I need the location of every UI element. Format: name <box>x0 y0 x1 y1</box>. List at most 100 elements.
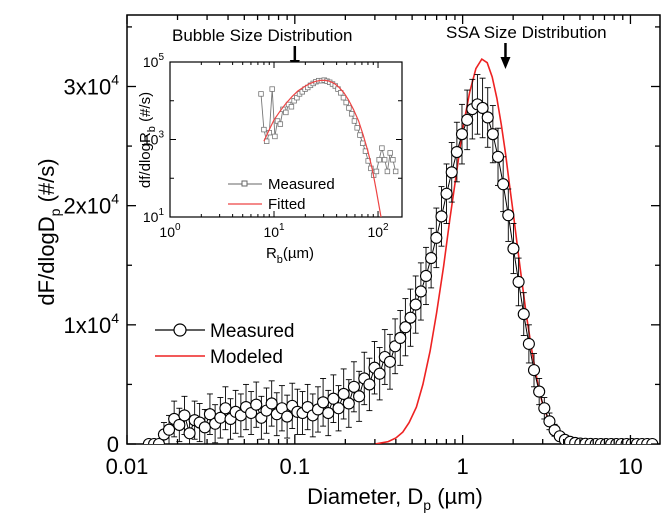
measured-point <box>533 385 546 398</box>
inset-legend-measured-marker <box>241 180 248 187</box>
measured-point <box>394 331 407 344</box>
x-tick-label: 0.01 <box>106 454 149 479</box>
x-axis-title: Diameter, Dp (µm) <box>307 484 483 513</box>
inset-measured-point <box>354 125 360 131</box>
measured-point <box>265 397 278 410</box>
measured-point <box>517 308 530 321</box>
annotation-bubble-size: Bubble Size Distribution <box>172 26 352 45</box>
measured-point <box>347 380 361 393</box>
inset-legend-measured-label: Measured <box>268 176 335 193</box>
inset-legend: Measured Fitted <box>228 176 335 213</box>
measured-point <box>373 367 386 380</box>
measured-point <box>183 427 196 440</box>
inset-measured-point <box>392 168 399 175</box>
legend-modeled-label: Modeled <box>210 347 283 368</box>
inset-measured-point <box>338 90 344 96</box>
annotation-arrow-head <box>500 57 511 69</box>
measured-point <box>219 402 232 415</box>
measured-point <box>363 378 376 391</box>
inset-measured-point <box>346 105 352 111</box>
inset-measured-point <box>340 94 347 101</box>
inset-measured-point <box>283 109 289 116</box>
measured-point <box>435 210 448 223</box>
main-plot-frame <box>126 14 661 445</box>
measured-point <box>445 166 458 179</box>
measured-point <box>543 415 556 428</box>
measured-point <box>342 397 355 410</box>
inset-measured-point <box>373 168 380 175</box>
measured-point <box>507 242 520 255</box>
measured-point <box>414 285 427 298</box>
measured-point <box>162 423 176 436</box>
legend-measured-label: Measured <box>210 321 295 342</box>
measured-point <box>502 209 515 222</box>
measured-point <box>399 321 412 334</box>
measured-point <box>430 231 443 244</box>
modeled-line <box>374 57 623 444</box>
measured-point <box>250 398 263 411</box>
measured-point <box>461 113 474 126</box>
inset-y-tick-label: 103 <box>143 130 165 148</box>
measured-point <box>527 364 541 377</box>
inset-measured-point <box>269 86 275 92</box>
measured-point <box>450 145 463 159</box>
y-axis-title: dF/dlogDp (#/s) <box>34 158 63 305</box>
inset-measured-point <box>348 111 355 117</box>
measured-point <box>173 418 186 431</box>
measured-point <box>538 402 551 415</box>
measured-point <box>409 298 422 311</box>
measured-point <box>491 150 505 163</box>
inset-measured-point <box>274 118 281 124</box>
inset-measured-point <box>299 89 305 95</box>
inset-measured-point <box>384 168 391 175</box>
y-tick-label: 2x104 <box>63 191 119 219</box>
inset-fitted-line <box>263 79 382 217</box>
measured-point <box>481 111 494 124</box>
inset-measured-point <box>376 157 382 163</box>
measured-point <box>353 390 366 403</box>
modeled-series <box>374 57 623 444</box>
measured-point <box>476 101 489 114</box>
inset-fitted-series <box>263 79 382 217</box>
measured-point <box>327 392 340 405</box>
inset-measured-point <box>387 150 393 156</box>
inset-measured-point <box>291 98 297 104</box>
annotation-ssa-size: SSA Size Distribution <box>446 23 607 42</box>
inset-measured-point <box>381 157 388 163</box>
measured-point <box>322 406 335 420</box>
inset-measured-point <box>357 132 363 138</box>
inset-measured-point <box>359 140 366 146</box>
inset-x-axis-title: Rb(µm) <box>266 245 314 266</box>
inset-measured-point <box>288 104 295 110</box>
inset-x-tick-label: 100 <box>159 222 181 240</box>
measured-point <box>383 355 397 368</box>
inset-x-tick-label: 101 <box>263 222 285 240</box>
measured-point <box>404 311 417 324</box>
inset-measured-point <box>272 133 278 140</box>
measured-point <box>198 421 211 434</box>
legend-measured-marker <box>173 323 187 337</box>
measured-point <box>337 387 350 401</box>
y-tick-label: 1x104 <box>63 310 119 338</box>
measured-point <box>486 128 499 141</box>
y-tick-label: 0 <box>107 432 119 457</box>
x-tick-label: 0.1 <box>280 454 311 479</box>
x-tick-label: 1 <box>457 454 469 479</box>
measured-point <box>178 409 191 422</box>
measured-point <box>440 187 453 200</box>
measured-point <box>281 410 294 423</box>
main-legend: Measured Modeled <box>155 321 295 368</box>
inset-x-tick-label: 102 <box>367 222 389 240</box>
inset-measured-point <box>390 157 396 163</box>
measured-point <box>646 437 659 444</box>
measured-point <box>425 252 438 265</box>
measured-point <box>419 269 433 283</box>
inset-measured-point <box>261 126 267 133</box>
inset-legend-fitted-label: Fitted <box>268 196 306 213</box>
inset-y-axis-title: df/dlogRb (#/s) <box>137 92 158 188</box>
inset-measured-point <box>379 145 385 151</box>
measured-point <box>497 178 510 191</box>
